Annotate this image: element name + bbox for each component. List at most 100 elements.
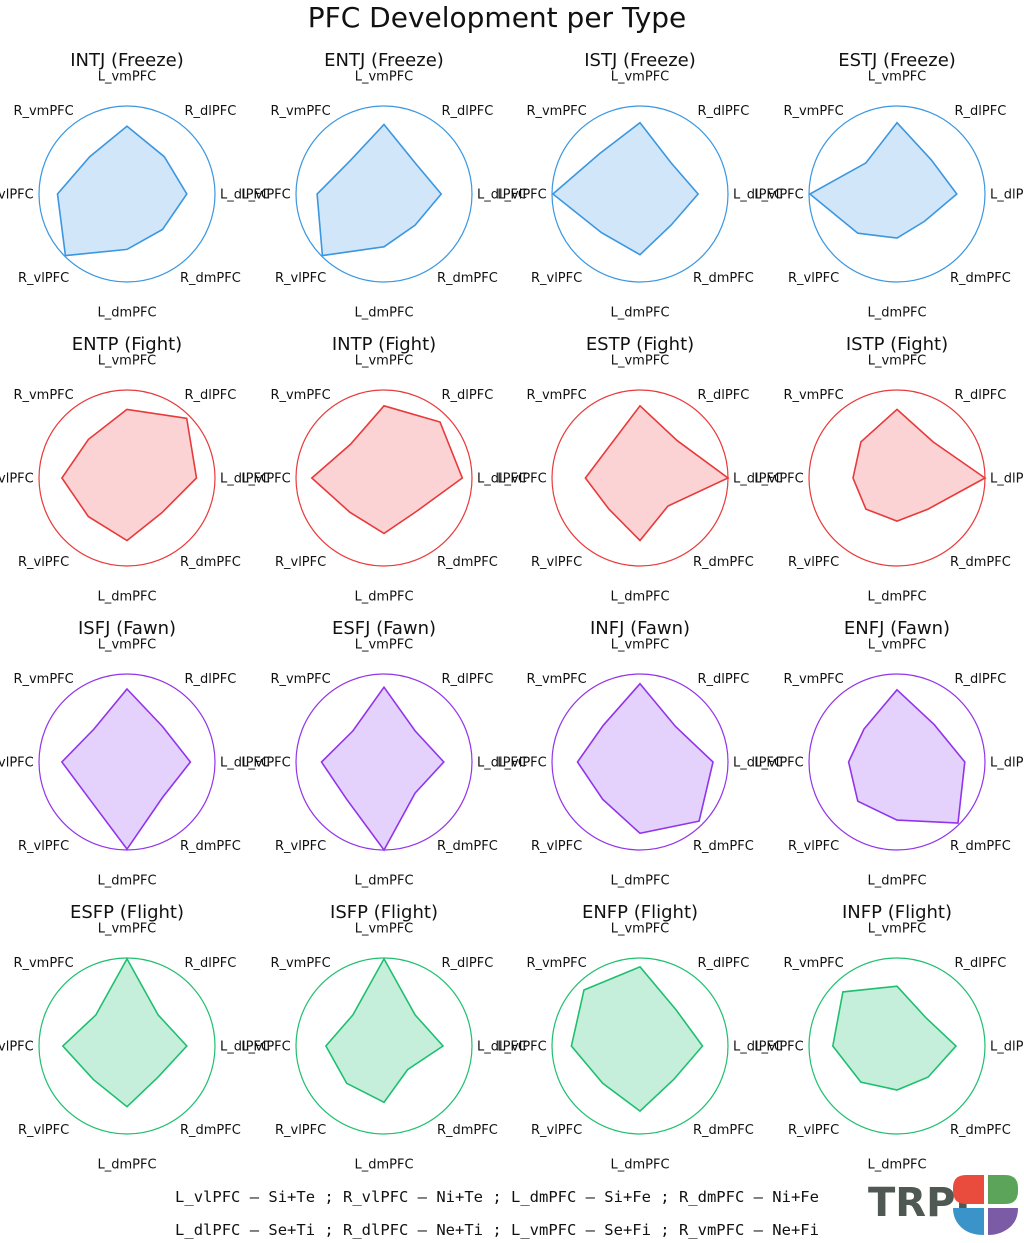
axis-label-l-dlpfc: L_dlPFC <box>220 188 270 203</box>
legend: L_vlPFC – Si+Te ; R_vlPFC – Ni+Te ; L_dm… <box>175 1188 819 1239</box>
axis-label-l-vmpfc: L_vmPFC <box>868 922 927 937</box>
axis-label-r-vlpfc: R_vlPFC <box>18 271 69 286</box>
axis-label-r-vmpfc: R_vmPFC <box>526 104 586 119</box>
axis-label-r-dlpfc: R_dlPFC <box>698 104 750 119</box>
radar-panel-esfp-flight: ESFP (Flight)L_vmPFC R_dlPFC L_dlPFC R_dmPF… <box>0 902 270 1173</box>
axis-label-r-dmpfc: R_dmPFC <box>950 271 1011 286</box>
axis-label-r-vlpfc: R_vlPFC <box>275 839 326 854</box>
axis-label-r-dlpfc: R_dlPFC <box>698 672 750 687</box>
axis-label-l-vmpfc: L_vmPFC <box>355 70 414 85</box>
axis-label-r-vmpfc: R_vmPFC <box>270 956 330 971</box>
radar-outer-ring <box>295 105 473 283</box>
radar-series-area <box>61 957 188 1108</box>
axis-label-r-dmpfc: R_dmPFC <box>693 839 754 854</box>
axis-label-r-vlpfc: R_vlPFC <box>531 839 582 854</box>
figure-title: PFC Development per Type <box>308 1 687 34</box>
axis-label-r-dmpfc: R_dmPFC <box>437 271 498 286</box>
axis-label-r-dmpfc: R_dmPFC <box>693 271 754 286</box>
radar-series-area <box>320 685 445 852</box>
axis-label-l-dmpfc: L_dmPFC <box>354 590 413 605</box>
axis-label-r-vlpfc: R_vlPFC <box>275 1123 326 1138</box>
axis-label-l-vlpfc: L_vlPFC <box>754 1040 803 1055</box>
radar-series-area <box>576 682 714 835</box>
axis-label-l-dmpfc: L_dmPFC <box>97 306 156 321</box>
axis-label-r-vmpfc: R_vmPFC <box>270 388 330 403</box>
axis-label-r-dmpfc: R_dmPFC <box>180 555 241 570</box>
axis-label-l-vlpfc: L_vlPFC <box>497 756 546 771</box>
radar-outer-ring <box>551 673 729 851</box>
axis-label-r-dlpfc: R_dlPFC <box>955 672 1007 687</box>
axis-label-r-dlpfc: R_dlPFC <box>185 388 237 403</box>
axis-label-l-dmpfc: L_dmPFC <box>354 874 413 889</box>
axis-label-r-vlpfc: R_vlPFC <box>18 555 69 570</box>
axis-label-l-dlpfc: L_dlPFC <box>990 756 1024 771</box>
radar-series-area <box>570 965 704 1113</box>
radar-outer-ring <box>808 673 986 851</box>
radar-series-area <box>847 688 966 824</box>
radar-panel-infp-flight: INFP (Flight)L_vmPFC R_dlPFC L_dlPFC R_dmPF… <box>754 902 1024 1173</box>
axis-label-r-dlpfc: R_dlPFC <box>185 956 237 971</box>
radar-series-area <box>831 985 958 1091</box>
axis-label-r-dmpfc: R_dmPFC <box>437 839 498 854</box>
axis-label-l-dmpfc: L_dmPFC <box>867 1158 926 1173</box>
axis-label-l-vlpfc: L_vlPFC <box>241 756 290 771</box>
logo-petal-purple <box>988 1208 1018 1235</box>
axis-label-l-vmpfc: L_vmPFC <box>355 922 414 937</box>
axis-label-l-dmpfc: L_dmPFC <box>610 874 669 889</box>
axis-label-r-dmpfc: R_dmPFC <box>693 555 754 570</box>
radar-series-area <box>60 687 192 851</box>
axis-label-l-vmpfc: L_vmPFC <box>611 922 670 937</box>
axis-label-l-dlpfc: L_dlPFC <box>220 472 270 487</box>
axis-label-r-vmpfc: R_vmPFC <box>13 672 73 687</box>
axis-label-r-dlpfc: R_dlPFC <box>185 672 237 687</box>
panel-title: ESTP (Fight) <box>586 334 694 355</box>
axis-label-l-vmpfc: L_vmPFC <box>355 354 414 369</box>
axis-label-l-dmpfc: L_dmPFC <box>867 590 926 605</box>
axis-label-l-vmpfc: L_vmPFC <box>355 638 414 653</box>
axis-label-l-vmpfc: L_vmPFC <box>868 638 927 653</box>
axis-label-r-dlpfc: R_dlPFC <box>955 388 1007 403</box>
radar-series-area <box>56 125 188 257</box>
axis-label-r-dmpfc: R_dmPFC <box>180 271 241 286</box>
axis-label-l-vmpfc: L_vmPFC <box>611 638 670 653</box>
radar-series-area <box>852 408 987 522</box>
axis-label-r-dlpfc: R_dlPFC <box>698 956 750 971</box>
axis-label-l-dmpfc: L_dmPFC <box>610 1158 669 1173</box>
axis-label-r-vlpfc: R_vlPFC <box>531 555 582 570</box>
radar-series-area <box>584 404 730 542</box>
axis-label-l-vmpfc: L_vmPFC <box>98 70 157 85</box>
axis-label-l-dlpfc: L_dlPFC <box>733 1040 783 1055</box>
panel-title: INTJ (Freeze) <box>70 50 184 71</box>
axis-label-r-dmpfc: R_dmPFC <box>180 839 241 854</box>
axis-label-r-vmpfc: R_vmPFC <box>270 104 330 119</box>
axis-label-r-dmpfc: R_dmPFC <box>693 1123 754 1138</box>
axis-label-l-vlpfc: L_vlPFC <box>0 188 34 203</box>
axis-label-r-vlpfc: R_vlPFC <box>531 271 582 286</box>
panel-title: ISTP (Fight) <box>846 334 948 355</box>
panel-title: ESFP (Flight) <box>70 902 184 923</box>
radar-panel-enfj-fawn: ENFJ (Fawn)L_vmPFC R_dlPFC L_dlPFC R_dmPFC L… <box>754 618 1024 889</box>
axis-label-l-dlpfc: L_dlPFC <box>477 1040 527 1055</box>
axis-label-r-vmpfc: R_vmPFC <box>13 104 73 119</box>
axis-label-r-dlpfc: R_dlPFC <box>442 104 494 119</box>
radar-panel-estj-freeze: ESTJ (Freeze)L_vmPFC R_dlPFC L_dlPFC R_dmPF… <box>754 50 1024 321</box>
axis-label-r-dlpfc: R_dlPFC <box>698 388 750 403</box>
radar-series-area <box>310 404 464 535</box>
radar-outer-ring <box>808 957 986 1135</box>
axis-label-r-dlpfc: R_dlPFC <box>955 104 1007 119</box>
axis-label-r-vlpfc: R_vlPFC <box>788 271 839 286</box>
axis-label-r-vlpfc: R_vlPFC <box>788 1123 839 1138</box>
axis-label-l-vlpfc: L_vlPFC <box>497 1040 546 1055</box>
axis-label-l-vlpfc: L_vlPFC <box>0 472 34 487</box>
radar-panel-intp-fight: INTP (Fight)L_vmPFC R_dlPFC L_dlPFC R_dmPFC… <box>241 334 527 605</box>
axis-label-r-vmpfc: R_vmPFC <box>783 388 843 403</box>
axis-label-l-dlpfc: L_dlPFC <box>990 188 1024 203</box>
axis-label-l-vlpfc: L_vlPFC <box>754 756 803 771</box>
axis-label-r-vmpfc: R_vmPFC <box>270 672 330 687</box>
panel-title: ISFP (Flight) <box>330 902 438 923</box>
axis-label-l-dlpfc: L_dlPFC <box>477 188 527 203</box>
axis-label-l-vlpfc: L_vlPFC <box>241 1040 290 1055</box>
axis-label-l-dlpfc: L_dlPFC <box>733 188 783 203</box>
axis-label-r-vlpfc: R_vlPFC <box>788 839 839 854</box>
